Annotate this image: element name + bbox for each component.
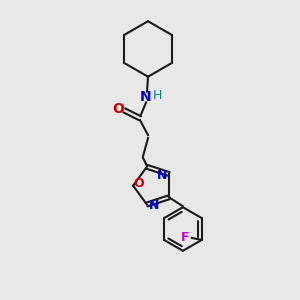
Text: O: O xyxy=(112,102,124,116)
Text: O: O xyxy=(134,177,144,190)
Text: F: F xyxy=(181,231,189,244)
Text: N: N xyxy=(148,199,159,212)
Text: N: N xyxy=(140,89,152,103)
Text: H: H xyxy=(153,89,163,102)
Text: N: N xyxy=(157,169,167,182)
